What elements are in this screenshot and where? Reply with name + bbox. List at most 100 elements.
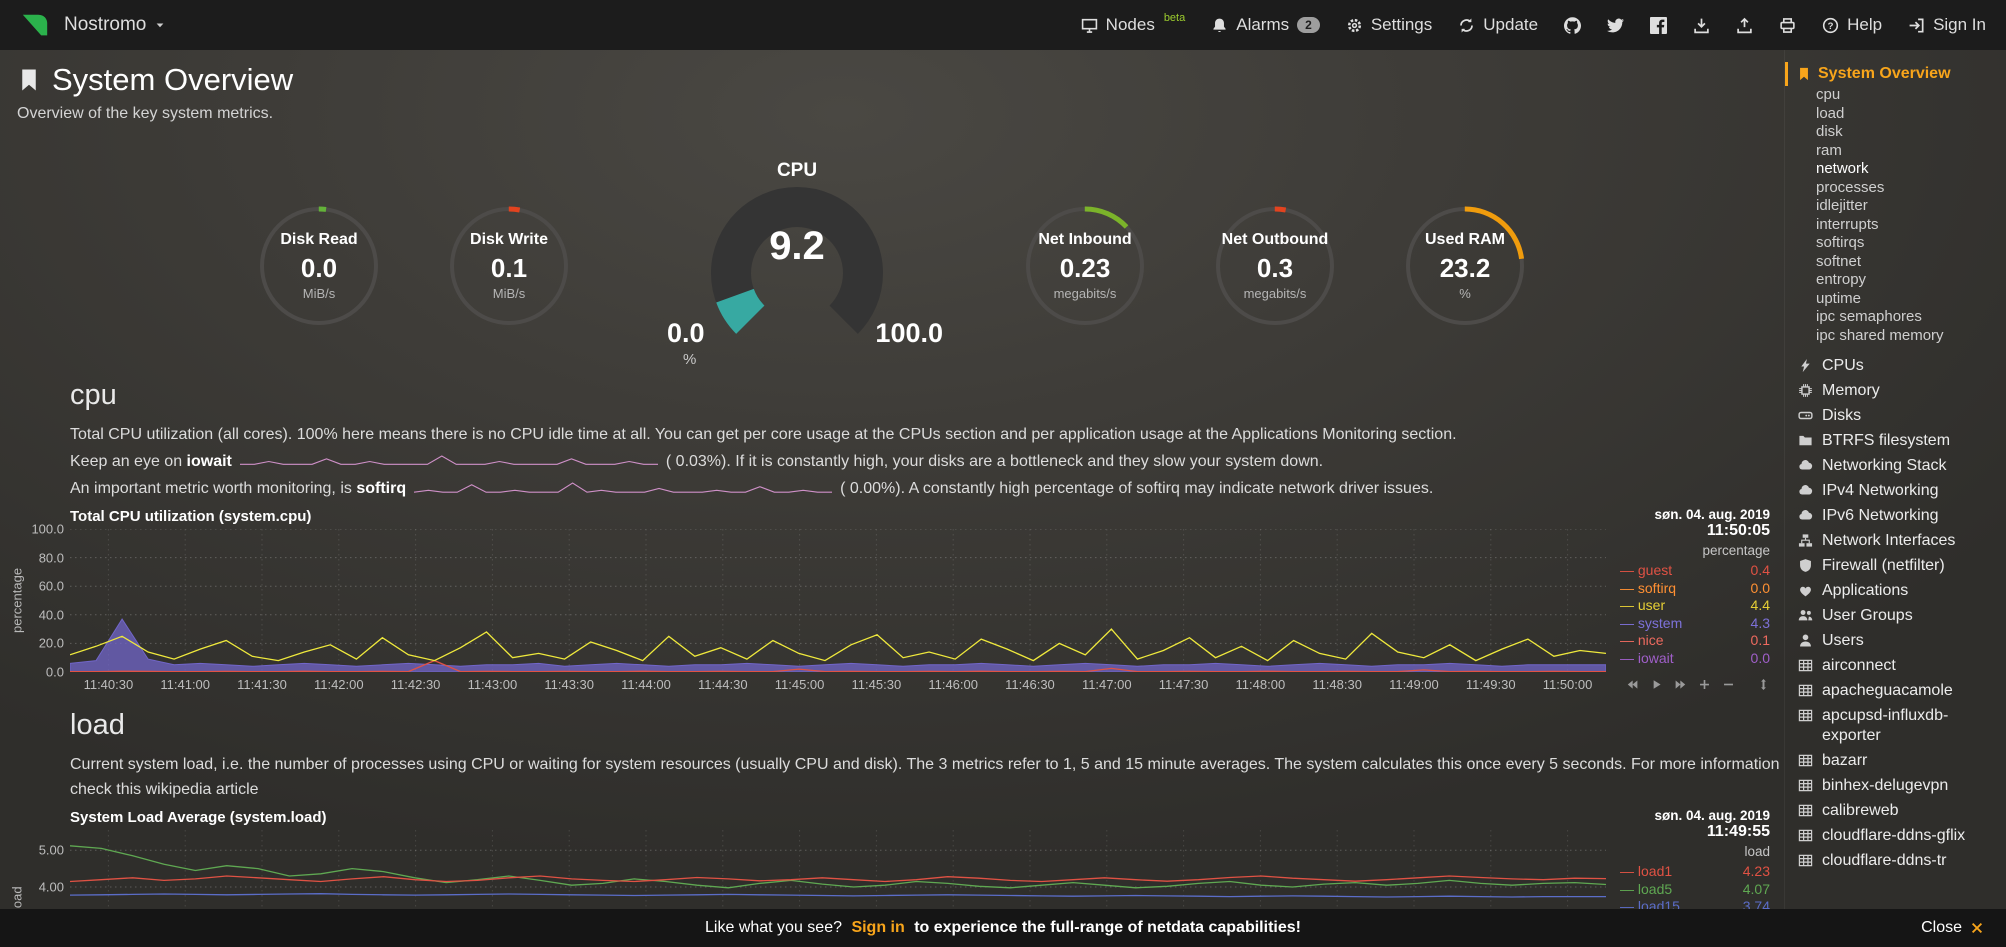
- export-snapshot-button[interactable]: [1693, 17, 1710, 34]
- legend-row-nice[interactable]: — nice 0.1: [1620, 632, 1770, 650]
- sidebar-item-load[interactable]: load: [1816, 104, 1845, 122]
- legend-row-iowait[interactable]: — iowait 0.0: [1620, 650, 1770, 668]
- gauge-label: Disk Read: [280, 231, 358, 248]
- sidebar-item-user-groups[interactable]: User Groups: [1785, 603, 2000, 628]
- sidebar-item-firewall-netfilter[interactable]: Firewall (netfilter): [1785, 553, 2000, 578]
- sign-in-button[interactable]: Sign In: [1908, 15, 1986, 35]
- sidebar-item-network[interactable]: network: [1816, 160, 1869, 177]
- play-button[interactable]: [1650, 678, 1663, 691]
- sidebar-item-ram[interactable]: ram: [1816, 141, 1842, 159]
- sidebar-item-cpus[interactable]: CPUs: [1785, 353, 2000, 378]
- used-ram-gauge[interactable]: Used RAM 23.2 %: [1403, 204, 1527, 328]
- net-outbound-gauge[interactable]: Net Outbound 0.3 megabits/s: [1213, 204, 1337, 328]
- x-tick-label: 11:49:30: [1465, 677, 1516, 692]
- y-tick-label: 5.00: [38, 842, 64, 858]
- import-snapshot-button[interactable]: [1736, 17, 1753, 34]
- sidebar-item-airconnect[interactable]: airconnect: [1785, 653, 2000, 678]
- legend-row-load5[interactable]: — load5 4.07: [1620, 881, 1770, 899]
- settings-button[interactable]: Settings: [1346, 15, 1432, 35]
- sign-in-icon: [1908, 17, 1925, 34]
- legend-row-load1[interactable]: — load1 4.23: [1620, 863, 1770, 881]
- zoom-in-button[interactable]: [1698, 678, 1711, 691]
- sidebar-item-cloudflare-ddns-gflix[interactable]: cloudflare-ddns-gflix: [1785, 823, 2000, 848]
- close-banner-button[interactable]: Close: [1921, 909, 1984, 947]
- twitter-icon: [1607, 17, 1624, 34]
- legend-row-user[interactable]: — user 4.4: [1620, 597, 1770, 615]
- pan-forward-button[interactable]: [1674, 678, 1687, 691]
- sidebar-item-idlejitter[interactable]: idlejitter: [1816, 197, 1868, 214]
- sidebar-item-entropy[interactable]: entropy: [1816, 271, 1867, 288]
- sidebar-item-btrfs-filesystem[interactable]: BTRFS filesystem: [1785, 428, 2000, 453]
- gauge-value: 0.23: [1059, 253, 1111, 283]
- sidebar-item-bazarr[interactable]: bazarr: [1785, 748, 2000, 773]
- update-button[interactable]: Update: [1458, 15, 1538, 35]
- legend-series-value: 0.4: [1750, 562, 1770, 578]
- help-button[interactable]: Help: [1822, 15, 1882, 35]
- legend-unit-label: load: [1744, 844, 1770, 859]
- legend-date: søn. 04. aug. 2019: [1654, 808, 1770, 823]
- zoom-out-button[interactable]: [1722, 678, 1735, 691]
- sidebar-item-disks[interactable]: Disks: [1785, 403, 2000, 428]
- legend-row-system[interactable]: — system 4.3: [1620, 615, 1770, 633]
- sidebar-item-ipv6-networking[interactable]: IPv6 Networking: [1785, 503, 2000, 528]
- sidebar-item-ipv4-networking[interactable]: IPv4 Networking: [1785, 478, 2000, 503]
- gauges-row: Disk Read 0.0 MiB/s Disk Write 0.1 MiB/s…: [0, 160, 1784, 372]
- cloud-icon: [1798, 508, 1813, 523]
- sidebar-item-network-interfaces[interactable]: Network Interfaces: [1785, 528, 2000, 553]
- twitter-button[interactable]: [1607, 17, 1624, 34]
- y-tick-label: 0.0: [45, 664, 64, 680]
- sidebar-item-ipc-semaphores[interactable]: ipc semaphores: [1816, 308, 1922, 325]
- sidebar-item-processes[interactable]: processes: [1816, 178, 1885, 196]
- sidebar-item-softirqs[interactable]: softirqs: [1816, 234, 1865, 251]
- cpu-chart-plot[interactable]: [70, 529, 1606, 672]
- desc-text: ( 0.03%). If it is constantly high, your…: [665, 453, 1324, 470]
- resize-handle[interactable]: [1757, 678, 1770, 691]
- banner-text-post: to experience the full-range of netdata …: [909, 919, 1301, 936]
- sidebar-item-ipc-shared-memory[interactable]: ipc shared memory: [1816, 326, 1944, 344]
- github-icon: [1564, 17, 1581, 34]
- sidebar-item-cloudflare-ddns-tr[interactable]: cloudflare-ddns-tr: [1785, 848, 2000, 873]
- legend-row-softirq[interactable]: — softirq 0.0: [1620, 580, 1770, 598]
- disk-write-gauge[interactable]: Disk Write 0.1 MiB/s: [447, 204, 571, 328]
- x-tick-label: 11:46:30: [1005, 677, 1055, 692]
- print-button[interactable]: [1779, 17, 1796, 34]
- sidebar-item-users[interactable]: Users: [1785, 628, 2000, 653]
- cpu-gauge-title: CPU: [776, 160, 818, 181]
- sidebar-item-memory[interactable]: Memory: [1785, 378, 2000, 403]
- page-header: System Overview Overview of the key syst…: [0, 50, 1784, 124]
- disk-read-gauge[interactable]: Disk Read 0.0 MiB/s: [257, 204, 381, 328]
- pan-backward-button[interactable]: [1626, 678, 1639, 691]
- sidebar-item-system-overview[interactable]: System Overview: [1785, 62, 2000, 86]
- hostname-dropdown[interactable]: Nostromo: [64, 14, 166, 36]
- close-label: Close: [1921, 919, 1962, 936]
- facebook-button[interactable]: [1650, 17, 1667, 34]
- sidebar-item-disk[interactable]: disk: [1816, 123, 1843, 140]
- sidebar-item-binhex-delugevpn[interactable]: binhex-delugevpn: [1785, 773, 2000, 798]
- sidebar-item-cpu[interactable]: cpu: [1816, 86, 1841, 103]
- alarms-button[interactable]: Alarms 2: [1211, 15, 1320, 35]
- legend-series-value: 4.3: [1750, 614, 1770, 631]
- hostname-label: Nostromo: [64, 14, 147, 35]
- sidebar-item-uptime[interactable]: uptime: [1816, 289, 1862, 307]
- bookmark-icon: [17, 68, 41, 92]
- github-button[interactable]: [1564, 17, 1581, 34]
- sidebar-item-applications[interactable]: Applications: [1785, 578, 2000, 603]
- legend-row-guest[interactable]: — guest 0.4: [1620, 562, 1770, 580]
- net-inbound-gauge[interactable]: Net Inbound 0.23 megabits/s: [1023, 204, 1147, 328]
- sidebar-item-interrupts[interactable]: interrupts: [1816, 215, 1879, 233]
- netdata-logo[interactable]: [20, 10, 50, 40]
- gauge-unit: MiB/s: [492, 286, 526, 301]
- sign-in-link[interactable]: Sign in: [851, 919, 905, 936]
- nodes-button[interactable]: Nodes beta: [1081, 12, 1185, 35]
- sidebar-item-apacheguacamole[interactable]: apacheguacamole: [1785, 678, 2000, 703]
- legend-series-value: 4.07: [1742, 880, 1770, 897]
- download-icon: [1693, 17, 1710, 34]
- sidebar-item-networking-stack[interactable]: Networking Stack: [1785, 453, 2000, 478]
- cpu-gauge[interactable]: CPU 9.2 0.0 100.0 %: [637, 160, 957, 372]
- x-tick-label: 11:40:30: [83, 677, 134, 692]
- sidebar-item-calibreweb[interactable]: calibreweb: [1785, 798, 2000, 823]
- x-tick-label: 11:42:00: [313, 677, 364, 692]
- sidebar-item-apcupsd-influxdb-exporter[interactable]: apcupsd-influxdb-exporter: [1785, 703, 2000, 748]
- sidebar-item-softnet[interactable]: softnet: [1816, 252, 1862, 270]
- x-tick-label: 11:48:00: [1235, 677, 1286, 692]
